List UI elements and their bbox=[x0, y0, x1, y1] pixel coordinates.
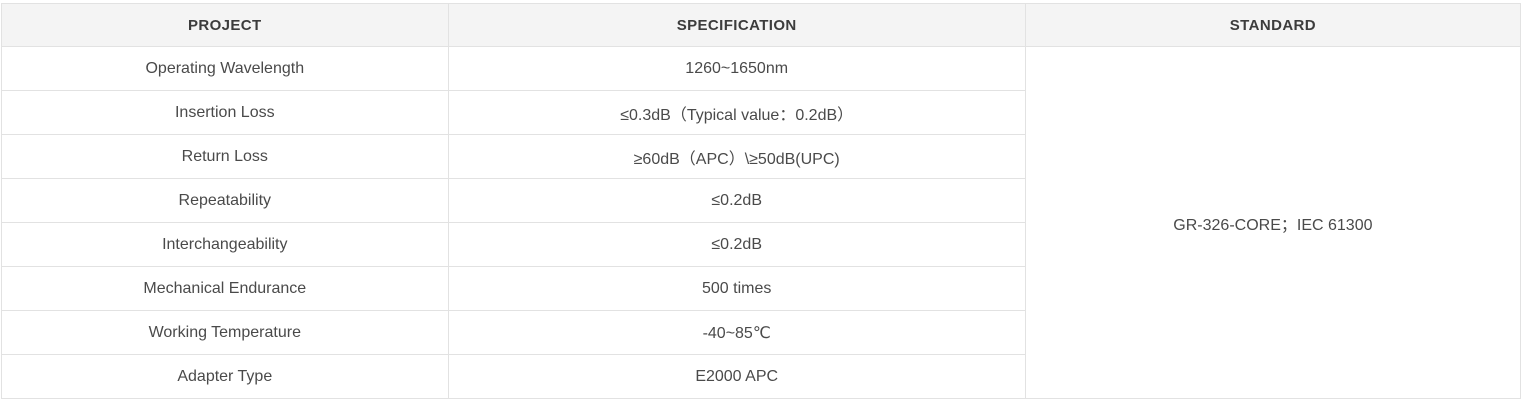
specification-table: PROJECT SPECIFICATION STANDARD Operating… bbox=[1, 3, 1522, 399]
specification-cell: -40~85℃ bbox=[447, 310, 1026, 355]
table-row: Interchangeability ≤0.2dB bbox=[1, 222, 1521, 267]
specification-cell: 500 times bbox=[447, 266, 1026, 311]
standard-cell: GR-326-CORE；IEC 61300 bbox=[1024, 46, 1522, 399]
specification-cell: E2000 APC bbox=[447, 354, 1026, 399]
specification-table-wrapper: PROJECT SPECIFICATION STANDARD Operating… bbox=[1, 3, 1522, 399]
column-header-specification: SPECIFICATION bbox=[447, 3, 1026, 47]
table-row: Return Loss ≥60dB（APC）\≥50dB(UPC) bbox=[1, 134, 1521, 179]
project-cell: Return Loss bbox=[1, 134, 449, 179]
column-header-standard: STANDARD bbox=[1024, 3, 1522, 47]
table-row: Mechanical Endurance 500 times bbox=[1, 266, 1521, 311]
specification-cell: ≥60dB（APC）\≥50dB(UPC) bbox=[447, 134, 1026, 179]
project-cell: Operating Wavelength bbox=[1, 46, 449, 91]
project-cell: Working Temperature bbox=[1, 310, 449, 355]
specification-cell: ≤0.3dB（Typical value：0.2dB） bbox=[447, 90, 1026, 135]
table-row: Adapter Type E2000 APC bbox=[1, 354, 1521, 399]
table-row: Insertion Loss ≤0.3dB（Typical value：0.2d… bbox=[1, 90, 1521, 135]
column-header-project: PROJECT bbox=[1, 3, 449, 47]
project-cell: Insertion Loss bbox=[1, 90, 449, 135]
table-row: Repeatability ≤0.2dB bbox=[1, 178, 1521, 223]
specification-cell: ≤0.2dB bbox=[447, 178, 1026, 223]
project-cell: Adapter Type bbox=[1, 354, 449, 399]
specification-cell: ≤0.2dB bbox=[447, 222, 1026, 267]
table-row: Operating Wavelength 1260~1650nm GR-326-… bbox=[1, 46, 1522, 399]
header-row: PROJECT SPECIFICATION STANDARD bbox=[1, 3, 1522, 47]
project-cell: Mechanical Endurance bbox=[1, 266, 449, 311]
project-cell: Interchangeability bbox=[1, 222, 449, 267]
table-row: Working Temperature -40~85℃ bbox=[1, 310, 1521, 355]
project-cell: Repeatability bbox=[1, 178, 449, 223]
specification-cell: 1260~1650nm bbox=[447, 46, 1026, 91]
